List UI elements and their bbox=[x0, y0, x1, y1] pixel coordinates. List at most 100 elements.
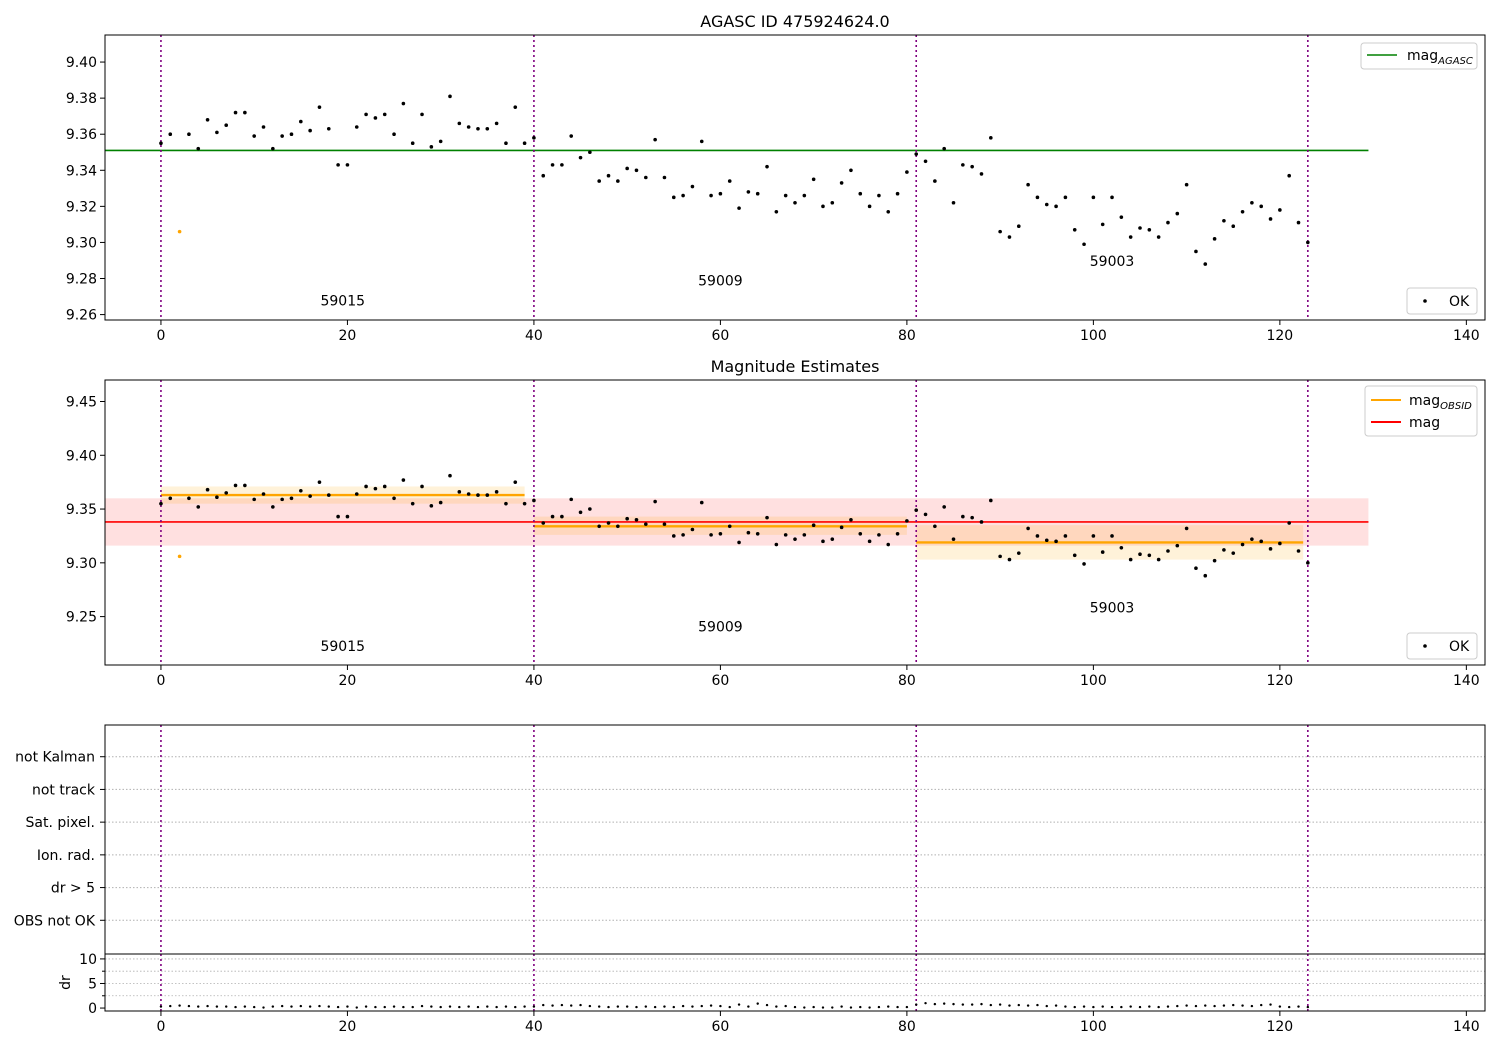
dr-point bbox=[905, 1005, 909, 1009]
dr-point bbox=[178, 1004, 181, 1007]
legend-mag-agasc: magAGASC bbox=[1360, 42, 1478, 70]
data-point bbox=[448, 473, 452, 478]
data-point bbox=[392, 496, 396, 501]
data-point bbox=[476, 493, 480, 497]
data-point bbox=[1184, 526, 1189, 531]
dr-point bbox=[159, 1005, 163, 1008]
x-tick-label: 40 bbox=[525, 328, 543, 344]
y-tick-label: 9.32 bbox=[66, 199, 97, 215]
obsid-label: 59015 bbox=[320, 294, 365, 310]
y-tick-label: 9.35 bbox=[66, 502, 97, 518]
y-tick-label: 9.36 bbox=[66, 127, 97, 143]
data-point bbox=[354, 125, 359, 129]
data-point bbox=[1231, 224, 1236, 229]
dr-point bbox=[1194, 1004, 1198, 1008]
legend-box bbox=[1364, 385, 1478, 437]
data-point bbox=[336, 514, 340, 519]
data-point bbox=[466, 125, 471, 129]
y-tick-label: 9.45 bbox=[66, 395, 97, 411]
legend-box bbox=[1360, 42, 1478, 70]
data-point bbox=[485, 126, 490, 131]
obsid-label: 59015 bbox=[320, 639, 365, 655]
data-point bbox=[644, 175, 648, 180]
dr-point bbox=[1036, 1003, 1039, 1007]
data-point bbox=[476, 126, 480, 131]
legend-ok-label: OK bbox=[1449, 639, 1470, 655]
data-point bbox=[1091, 534, 1096, 538]
data-point bbox=[308, 494, 312, 498]
data-point bbox=[858, 191, 863, 196]
data-point bbox=[280, 497, 284, 502]
x-tick-label: 120 bbox=[1266, 328, 1293, 344]
x-tick-label: 140 bbox=[1453, 1019, 1480, 1035]
data-point bbox=[644, 522, 648, 526]
data-point bbox=[382, 484, 387, 489]
legend-label: magAGASC bbox=[1407, 48, 1473, 67]
dr-point bbox=[579, 1003, 582, 1007]
data-point bbox=[727, 524, 732, 529]
dr-point bbox=[364, 1005, 368, 1008]
data-point bbox=[1138, 226, 1142, 230]
x-tick-label: 20 bbox=[339, 328, 357, 344]
data-point bbox=[616, 179, 620, 183]
dr-point bbox=[514, 1005, 517, 1009]
dr-point bbox=[448, 1005, 452, 1008]
data-point bbox=[765, 164, 769, 169]
data-point bbox=[1147, 228, 1152, 232]
x-tick-label: 100 bbox=[1080, 328, 1107, 344]
data-point bbox=[634, 168, 639, 173]
data-point bbox=[1194, 249, 1198, 254]
dr-point bbox=[252, 1005, 256, 1009]
dr-point bbox=[980, 1002, 983, 1006]
data-point bbox=[774, 542, 779, 547]
data-point bbox=[410, 501, 415, 506]
data-point bbox=[457, 121, 462, 126]
legend-label: magOBSID bbox=[1409, 393, 1472, 412]
data-point bbox=[877, 533, 881, 537]
panel-magnitude-estimates: Magnitude Estimates 59015 59009 59003 magOBS… bbox=[66, 357, 1486, 689]
data-point bbox=[1091, 195, 1096, 200]
data-point bbox=[588, 150, 592, 155]
dr-point bbox=[597, 1005, 601, 1008]
data-point bbox=[215, 130, 219, 135]
data-point bbox=[513, 480, 518, 484]
legend-ok-marker bbox=[1423, 644, 1427, 648]
dr-point bbox=[1260, 1003, 1263, 1007]
data-point bbox=[877, 193, 881, 198]
data-point bbox=[802, 533, 807, 537]
dr-point bbox=[1185, 1004, 1188, 1007]
data-point bbox=[224, 123, 229, 127]
data-point bbox=[1212, 558, 1217, 563]
data-point bbox=[252, 497, 256, 502]
y-tick-label: 9.38 bbox=[66, 91, 97, 107]
data-point bbox=[345, 163, 350, 167]
data-point bbox=[289, 496, 294, 501]
dr-point bbox=[225, 1005, 228, 1008]
dr-point bbox=[458, 1005, 461, 1009]
dr-point bbox=[896, 1005, 899, 1009]
data-point bbox=[401, 478, 406, 482]
dr-point bbox=[877, 1005, 881, 1009]
data-point bbox=[429, 504, 434, 508]
data-point bbox=[634, 518, 639, 522]
data-point bbox=[289, 132, 294, 137]
data-point bbox=[914, 152, 919, 156]
x-tick-label: 80 bbox=[898, 328, 916, 344]
dr-point bbox=[616, 1005, 620, 1008]
data-point bbox=[755, 191, 760, 196]
data-point bbox=[373, 116, 378, 120]
dr-point bbox=[672, 1005, 675, 1009]
data-point bbox=[317, 105, 322, 109]
dr-point bbox=[961, 1003, 965, 1006]
data-point bbox=[466, 492, 471, 496]
data-point bbox=[578, 510, 583, 515]
data-point bbox=[662, 175, 667, 180]
data-point bbox=[326, 493, 331, 497]
data-point bbox=[541, 521, 546, 525]
y-tick-label: 10 bbox=[79, 952, 97, 968]
data-point bbox=[653, 137, 657, 142]
dr-point bbox=[1017, 1003, 1020, 1007]
data-point bbox=[1268, 217, 1273, 221]
data-point bbox=[727, 179, 732, 183]
data-point bbox=[364, 112, 368, 117]
